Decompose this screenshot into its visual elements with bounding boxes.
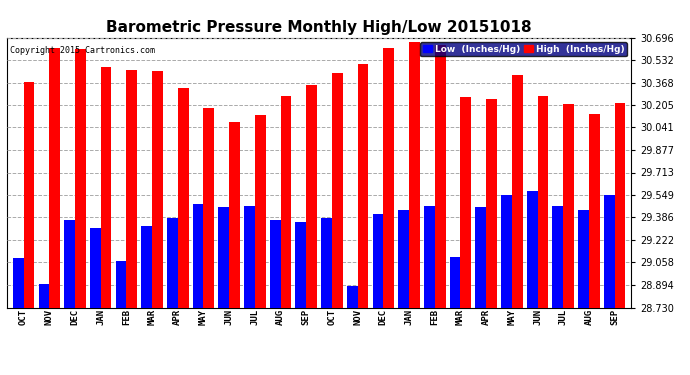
Bar <box>204 108 215 307</box>
Bar <box>178 88 188 308</box>
Bar <box>435 45 446 308</box>
Bar <box>281 96 291 308</box>
Bar <box>270 220 281 308</box>
Bar <box>538 96 549 308</box>
Bar <box>332 73 343 308</box>
Bar <box>295 222 306 308</box>
Bar <box>563 104 574 308</box>
Bar <box>615 103 625 308</box>
Bar <box>460 98 471 308</box>
Bar <box>229 122 240 308</box>
Bar <box>39 284 49 308</box>
Bar <box>589 114 600 308</box>
Title: Barometric Pressure Monthly High/Low 20151018: Barometric Pressure Monthly High/Low 201… <box>106 20 532 35</box>
Bar <box>501 195 512 308</box>
Bar <box>306 85 317 308</box>
Bar <box>424 206 435 308</box>
Bar <box>152 71 163 308</box>
Bar <box>486 99 497 308</box>
Bar <box>126 70 137 308</box>
Bar <box>90 228 101 308</box>
Bar <box>398 210 409 308</box>
Bar <box>255 115 266 308</box>
Bar <box>553 206 563 308</box>
Bar <box>347 285 357 308</box>
Bar <box>512 75 522 308</box>
Bar <box>13 258 23 308</box>
Legend: Low  (Inches/Hg), High  (Inches/Hg): Low (Inches/Hg), High (Inches/Hg) <box>420 42 627 56</box>
Bar <box>578 210 589 308</box>
Bar <box>409 42 420 308</box>
Bar <box>526 191 538 308</box>
Text: Copyright 2015 Cartronics.com: Copyright 2015 Cartronics.com <box>10 46 155 55</box>
Bar <box>475 207 486 308</box>
Bar <box>357 64 368 308</box>
Bar <box>384 48 394 308</box>
Bar <box>23 82 34 308</box>
Bar <box>101 67 112 308</box>
Bar <box>167 218 178 308</box>
Bar <box>321 218 332 308</box>
Bar <box>64 220 75 308</box>
Bar <box>219 207 229 308</box>
Bar <box>49 48 60 308</box>
Bar <box>604 195 615 308</box>
Bar <box>116 261 126 308</box>
Bar <box>450 256 460 307</box>
Bar <box>141 226 152 308</box>
Bar <box>75 49 86 308</box>
Bar <box>244 206 255 308</box>
Bar <box>193 204 204 308</box>
Bar <box>373 214 384 308</box>
